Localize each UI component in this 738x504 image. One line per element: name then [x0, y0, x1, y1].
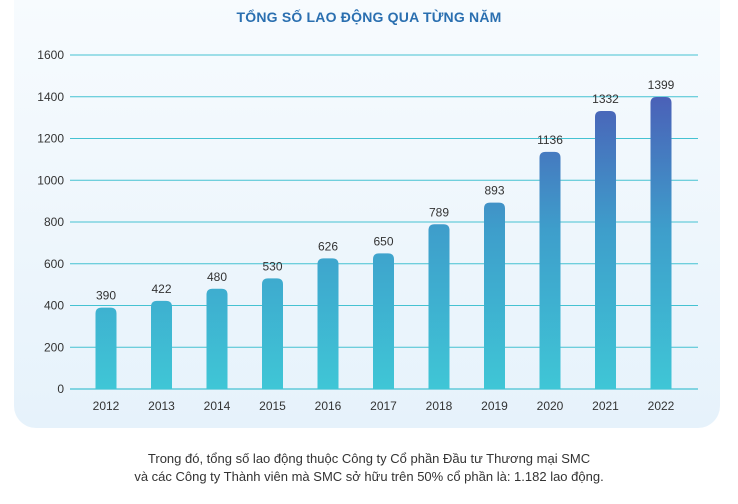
caption-line-2: và các Công ty Thành viên mà SMC sở hữu … — [134, 469, 604, 484]
bar-2021 — [595, 110, 616, 389]
chart-title: TỔNG SỐ LAO ĐỘNG QUA TỪNG NĂM — [236, 9, 502, 25]
caption-line-1: Trong đó, tổng số lao động thuộc Công ty… — [147, 451, 591, 466]
data-label: 1399 — [648, 78, 675, 92]
data-label: 1332 — [592, 92, 619, 106]
bar-2014 — [206, 288, 228, 389]
bar-2020 — [539, 151, 561, 389]
data-label: 789 — [429, 205, 449, 219]
x-tick-label: 2018 — [426, 399, 453, 413]
data-label: 390 — [96, 289, 116, 303]
y-tick-label: 0 — [57, 382, 64, 396]
x-tick-label: 2014 — [204, 399, 231, 413]
x-tick-label: 2015 — [259, 399, 286, 413]
bar-2018 — [428, 224, 450, 389]
bar-2012 — [95, 307, 117, 389]
y-tick-label: 1200 — [37, 132, 64, 146]
data-label: 422 — [151, 282, 171, 296]
y-tick-label: 200 — [44, 340, 64, 354]
bar-2016 — [317, 258, 339, 389]
data-label: 480 — [207, 270, 227, 284]
x-tick-label: 2016 — [315, 399, 342, 413]
y-tick-label: 1400 — [37, 90, 64, 104]
bar-2013 — [151, 300, 172, 389]
bar-2019 — [484, 202, 505, 389]
x-tick-label: 2021 — [592, 399, 619, 413]
data-label: 530 — [262, 259, 282, 273]
bar-2017 — [373, 253, 394, 389]
data-label: 1136 — [537, 133, 563, 147]
y-tick-label: 1000 — [37, 173, 64, 187]
x-tick-label: 2022 — [648, 399, 675, 413]
y-tick-label: 600 — [44, 257, 64, 271]
data-label: 893 — [484, 184, 504, 198]
x-tick-label: 2013 — [148, 399, 175, 413]
data-label: 626 — [318, 239, 338, 253]
bar-chart: 0 200 400 600 800 1000 1200 1400 1600 390 2012 422 2… — [37, 48, 698, 413]
x-tick-label: 2020 — [537, 399, 564, 413]
x-tick-label: 2017 — [370, 399, 397, 413]
bar-2015 — [262, 278, 283, 389]
x-tick-label: 2019 — [481, 399, 508, 413]
y-tick-label: 400 — [44, 299, 64, 313]
x-tick-label: 2012 — [93, 399, 120, 413]
y-tick-label: 1600 — [37, 48, 64, 62]
data-label: 650 — [373, 234, 393, 248]
bar-2022 — [650, 96, 672, 390]
y-tick-label: 800 — [44, 215, 64, 229]
